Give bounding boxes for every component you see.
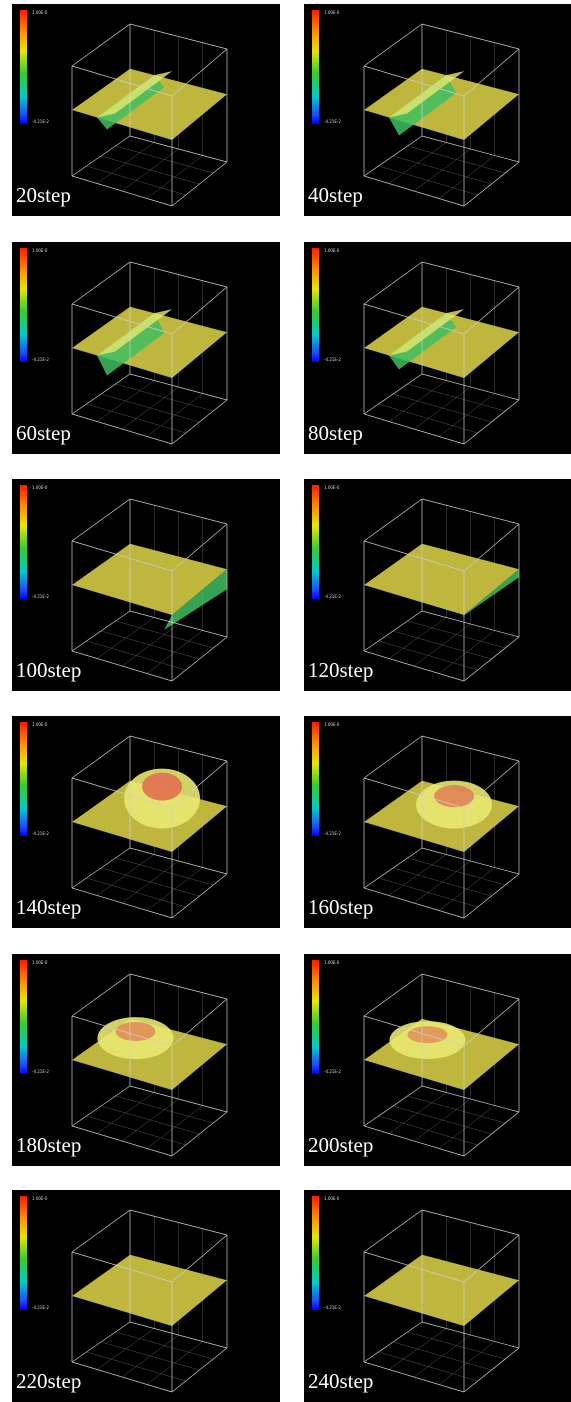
colorbar (312, 10, 319, 124)
bounding-box (71, 498, 228, 682)
colorbar (312, 960, 319, 1074)
simulation-panel: 1.00E-0 -4.21E-2 20step (12, 4, 280, 216)
bounding-box (71, 735, 228, 919)
colorbar-min-label: -4.21E-2 (324, 831, 341, 836)
grid-lines (378, 30, 506, 199)
bounding-box (363, 498, 520, 682)
simulation-panel: 1.00E-0 -4.21E-2 200step (304, 954, 571, 1166)
surface-plot (71, 973, 228, 1157)
colorbar-max-label: 1.00E-0 (32, 248, 48, 253)
step-label: 200step (308, 1133, 374, 1157)
colorbar-min-label: -4.21E-2 (32, 357, 49, 362)
colorbar-max-label: 1.00E-0 (324, 960, 340, 965)
surface (72, 768, 227, 852)
step-label: 80step (308, 421, 363, 445)
surface-plot (363, 23, 520, 207)
colorbar (20, 1196, 27, 1310)
colorbar-max-label: 1.00E-0 (324, 10, 340, 15)
colorbar (312, 248, 319, 362)
colorbar-max-label: 1.00E-0 (324, 248, 340, 253)
bounding-box (71, 261, 228, 445)
surface (364, 780, 519, 852)
colorbar-max-label: 1.00E-0 (324, 485, 340, 490)
simulation-panel: 1.00E-0 -4.21E-2 100step (12, 479, 280, 691)
colorbar-max-label: 1.00E-0 (32, 1196, 48, 1201)
colorbar-max-label: 1.00E-0 (32, 485, 48, 490)
colorbar (20, 960, 27, 1074)
colorbar-min-label: -4.21E-2 (324, 1069, 341, 1074)
simulation-panel: 1.00E-0 -4.21E-2 240step (304, 1190, 571, 1402)
surface (364, 543, 519, 621)
surface-plot (71, 23, 228, 207)
colorbar-min-label: -4.21E-2 (32, 831, 49, 836)
surface (364, 1254, 519, 1326)
surface-plot (71, 261, 228, 445)
bounding-box (363, 1209, 520, 1393)
bounding-box (363, 735, 520, 919)
step-label: 60step (16, 421, 71, 445)
bounding-box (363, 261, 520, 445)
colorbar (20, 485, 27, 599)
surface-plot (363, 261, 520, 445)
simulation-panel: 1.00E-0 -4.21E-2 40step (304, 4, 571, 216)
colorbar-min-label: -4.21E-2 (324, 1305, 341, 1310)
step-label: 180step (16, 1133, 82, 1157)
step-label: 240step (308, 1369, 374, 1393)
colorbar (20, 722, 27, 836)
step-label: 100step (16, 658, 82, 682)
step-label: 40step (308, 183, 363, 207)
surface (72, 1254, 227, 1326)
colorbar-min-label: -4.21E-2 (32, 1069, 49, 1074)
surface-plot (71, 498, 228, 682)
colorbar-max-label: 1.00E-0 (324, 1196, 340, 1201)
surface-plot (363, 735, 520, 919)
simulation-panel: 1.00E-0 -4.21E-2 80step (304, 242, 571, 454)
step-label: 120step (308, 658, 374, 682)
surface-plot (71, 735, 228, 919)
simulation-panel: 1.00E-0 -4.21E-2 140step (12, 716, 280, 928)
bounding-box (363, 23, 520, 207)
bounding-box (363, 973, 520, 1157)
surface (72, 543, 227, 630)
colorbar-max-label: 1.00E-0 (32, 722, 48, 727)
surface-plot (363, 973, 520, 1157)
surface-plot (363, 1209, 520, 1393)
bounding-box (71, 1209, 228, 1393)
simulation-panel: 1.00E-0 -4.21E-2 220step (12, 1190, 280, 1402)
simulation-panel: 1.00E-0 -4.21E-2 160step (304, 716, 571, 928)
step-label: 20step (16, 183, 71, 207)
simulation-panel: 1.00E-0 -4.21E-2 60step (12, 242, 280, 454)
colorbar-max-label: 1.00E-0 (324, 722, 340, 727)
colorbar (312, 1196, 319, 1310)
surface (72, 68, 227, 140)
step-label: 140step (16, 895, 82, 919)
colorbar-max-label: 1.00E-0 (32, 960, 48, 965)
simulation-panel: 1.00E-0 -4.21E-2 120step (304, 479, 571, 691)
step-label: 160step (308, 895, 374, 919)
colorbar (20, 248, 27, 362)
colorbar (312, 722, 319, 836)
bounding-box (71, 23, 228, 207)
colorbar-min-label: -4.21E-2 (32, 594, 49, 599)
surface (364, 68, 519, 140)
colorbar-min-label: -4.21E-2 (324, 119, 341, 124)
surface (72, 1017, 227, 1090)
simulation-panel: 1.00E-0 -4.21E-2 180step (12, 954, 280, 1166)
colorbar-min-label: -4.21E-2 (324, 357, 341, 362)
surface (364, 306, 519, 378)
surface-plot (71, 1209, 228, 1393)
colorbar-min-label: -4.21E-2 (324, 594, 341, 599)
colorbar (20, 10, 27, 124)
colorbar-min-label: -4.21E-2 (32, 119, 49, 124)
surface (364, 1018, 519, 1090)
surface-plot (363, 498, 520, 682)
surface (72, 306, 227, 378)
colorbar (312, 485, 319, 599)
bounding-box (71, 973, 228, 1157)
colorbar-max-label: 1.00E-0 (32, 10, 48, 15)
colorbar-min-label: -4.21E-2 (32, 1305, 49, 1310)
step-label: 220step (16, 1369, 82, 1393)
